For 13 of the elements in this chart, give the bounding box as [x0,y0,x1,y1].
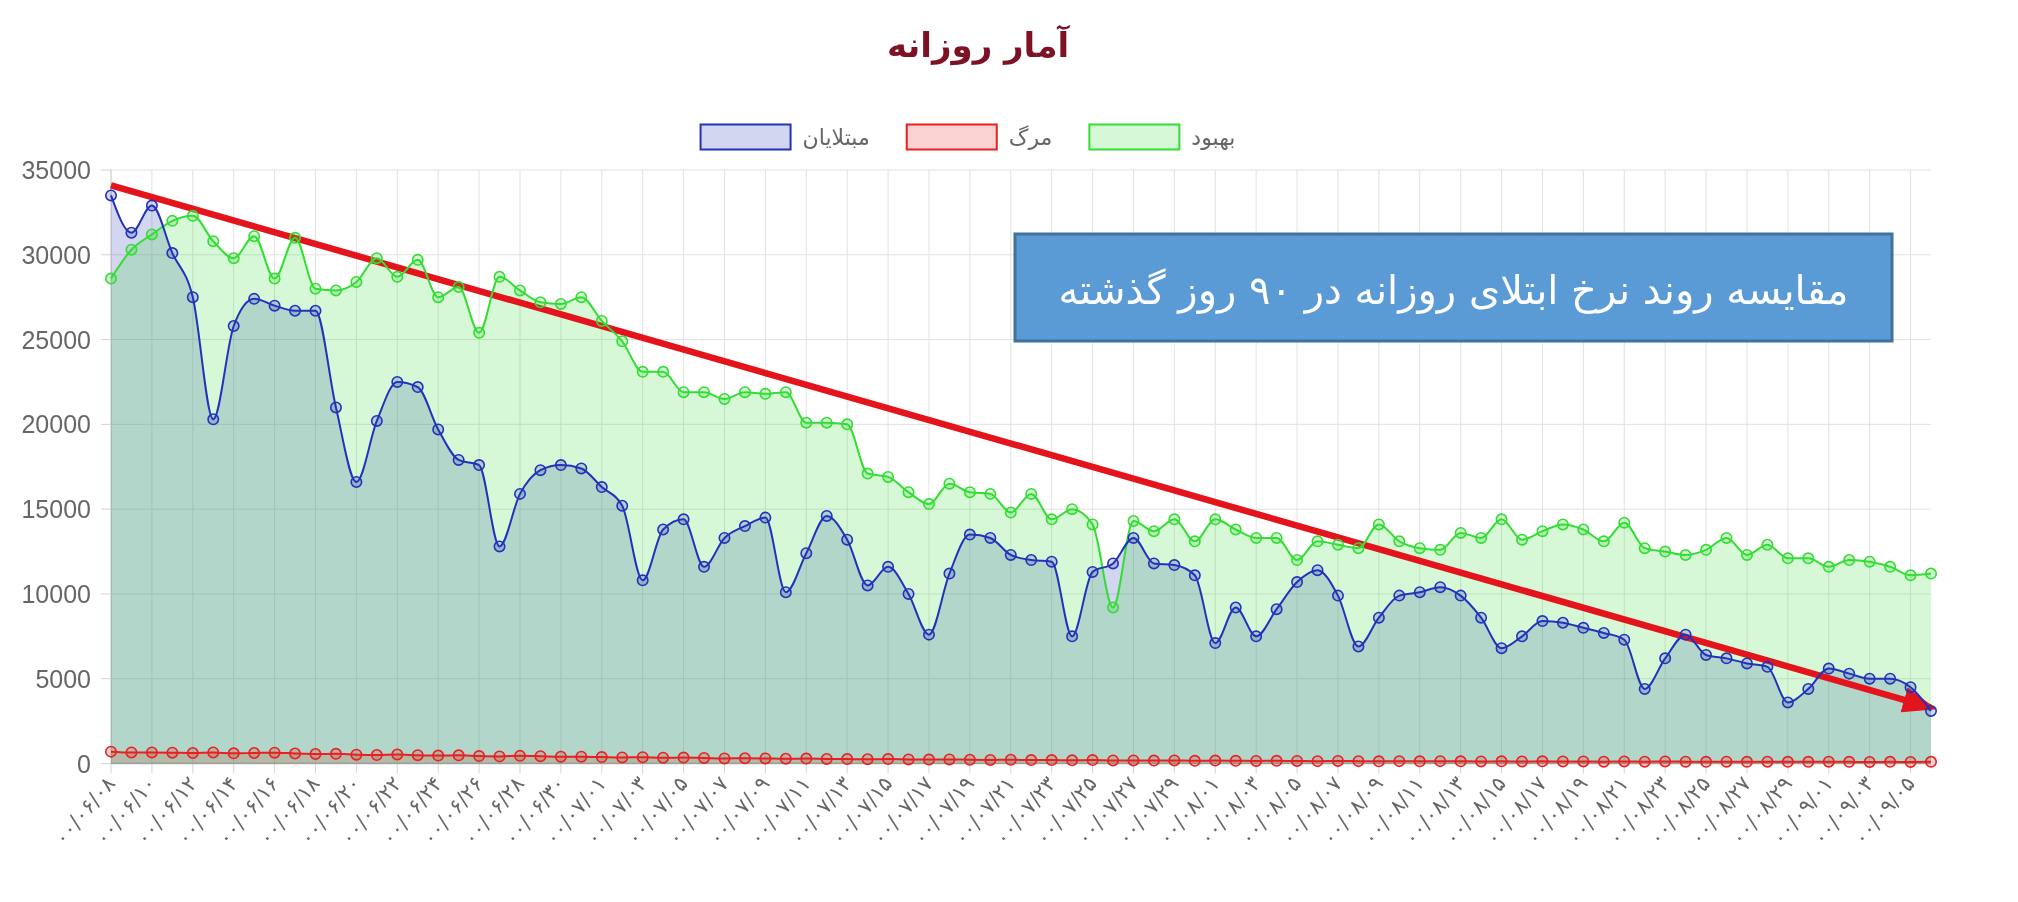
y-tick-label: 35000 [21,156,91,184]
y-tick-label: 5000 [35,664,91,693]
y-tick-label: 25000 [21,325,91,354]
legend-label: مبتلایان [802,124,870,150]
y-tick-label: 30000 [21,240,91,269]
y-tick-label: 10000 [21,579,91,608]
legend-label: مرگ [1008,124,1053,150]
legend-label: بهبود [1191,124,1236,150]
chart-title: آمار روزانه [886,24,1071,66]
y-tick-label: 0 [77,749,91,778]
y-tick-label: 20000 [21,410,91,439]
annotation: مقایسه روند نرخ ابتلای روزانه در ۹۰ روز گذشته [1058,266,1849,314]
y-tick-label: 15000 [21,495,91,524]
